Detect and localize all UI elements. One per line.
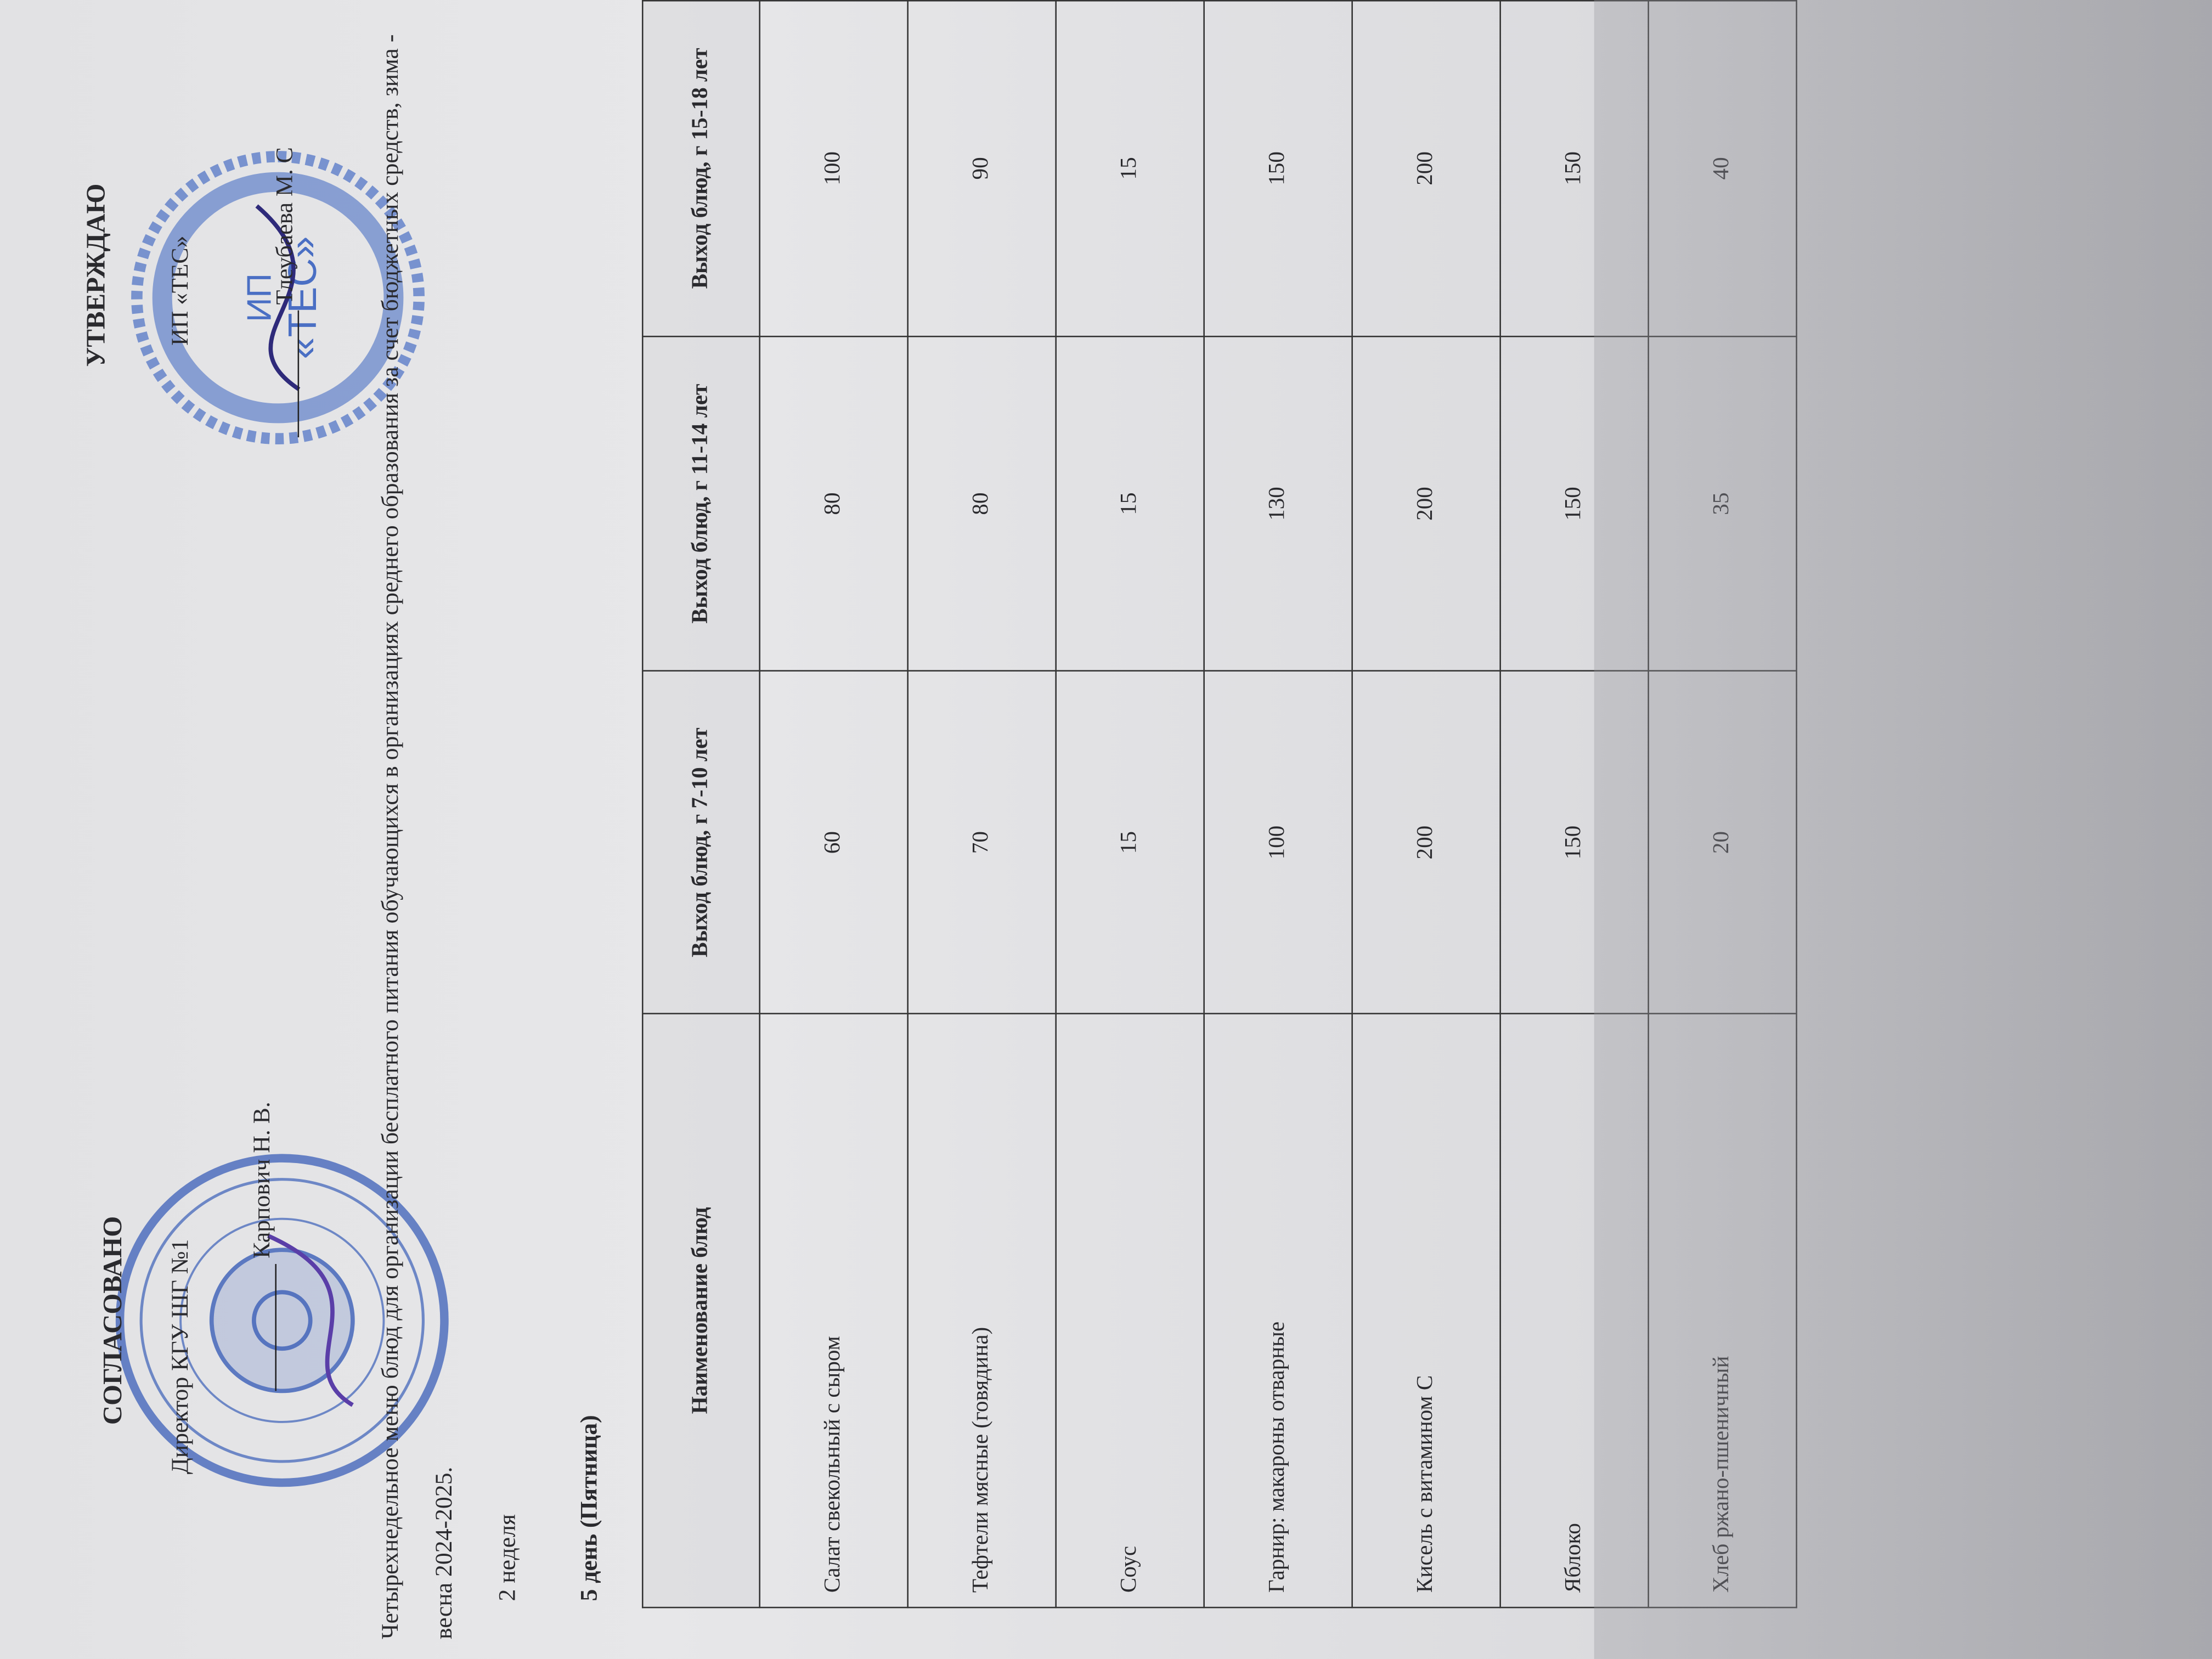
portion-weight: 150 bbox=[1204, 1, 1352, 336]
portion-weight: 130 bbox=[1204, 336, 1352, 672]
document-title: Четырехнедельное меню блюд для организац… bbox=[376, 34, 458, 1639]
company-stamp: ИП «ТЕС» bbox=[131, 151, 425, 444]
table-header-row: Наименование блюд Выход блюд, г 7-10 лет В… bbox=[642, 1, 760, 1608]
signature-line bbox=[278, 310, 300, 438]
portion-weight: 15 bbox=[1056, 1, 1204, 336]
dish-name: Гарнир: макароны отварные bbox=[1204, 1013, 1352, 1608]
table-row: Салат свекольный с сыром 60 80 100 bbox=[759, 1, 908, 1608]
column-header: Выход блюд, г 7-10 лет bbox=[642, 671, 760, 1014]
portion-weight: 200 bbox=[1352, 336, 1500, 672]
portion-weight: 80 bbox=[907, 336, 1056, 672]
school-stamp bbox=[115, 1154, 449, 1487]
portion-weight: 100 bbox=[759, 1, 908, 336]
table-row: Гарнир: макароны отварные 100 130 150 bbox=[1204, 1, 1352, 1608]
portion-weight: 90 bbox=[907, 1, 1056, 336]
portion-weight: 200 bbox=[1352, 671, 1500, 1014]
signature-line bbox=[255, 1263, 276, 1391]
table-row: Кисель с витамином С 200 200 200 bbox=[1352, 1, 1500, 1608]
dish-name: Тефтели мясные (говядина) bbox=[907, 1013, 1056, 1608]
sleeve-shadow bbox=[1594, 0, 2212, 1659]
day-label: 5 день (Пятница) bbox=[575, 1415, 602, 1601]
director-position: Директор КГУ ШГ №1 bbox=[166, 1239, 194, 1475]
dish-name: Соус bbox=[1056, 1013, 1204, 1608]
organization-name: ИП «ТЕС» bbox=[166, 235, 194, 346]
portion-weight: 200 bbox=[1352, 1, 1500, 336]
portion-weight: 80 bbox=[759, 336, 908, 672]
stamp-lettering: ИП bbox=[241, 273, 279, 322]
portion-weight: 70 bbox=[907, 671, 1056, 1014]
column-header: Наименование блюд bbox=[642, 1013, 760, 1608]
approver-name: Тлеубаева М. С bbox=[270, 147, 298, 305]
portion-weight: 15 bbox=[1056, 671, 1204, 1014]
approved-by-heading: СОГЛАСОВАНО bbox=[98, 1216, 128, 1425]
week-label: 2 неделя bbox=[493, 1514, 521, 1601]
director-signature-line: Карпович Н. В. bbox=[249, 1102, 276, 1391]
portion-weight: 100 bbox=[1204, 671, 1352, 1014]
approver-signature-line: Тлеубаева М. С bbox=[270, 147, 300, 438]
column-header: Выход блюд, г 15-18 лет bbox=[642, 1, 760, 336]
portion-weight: 60 bbox=[759, 671, 908, 1014]
portion-weight: 15 bbox=[1056, 336, 1204, 672]
director-name: Карпович Н. В. bbox=[248, 1102, 275, 1259]
dish-name: Салат свекольный с сыром bbox=[759, 1013, 908, 1608]
approve-heading: УТВЕРЖДАЮ bbox=[82, 183, 112, 367]
table-row: Соус 15 15 15 bbox=[1056, 1, 1204, 1608]
table-row: Тефтели мясные (говядина) 70 80 90 bbox=[907, 1, 1056, 1608]
dish-name: Кисель с витамином С bbox=[1352, 1013, 1500, 1608]
column-header: Выход блюд, г 11-14 лет bbox=[642, 336, 760, 672]
